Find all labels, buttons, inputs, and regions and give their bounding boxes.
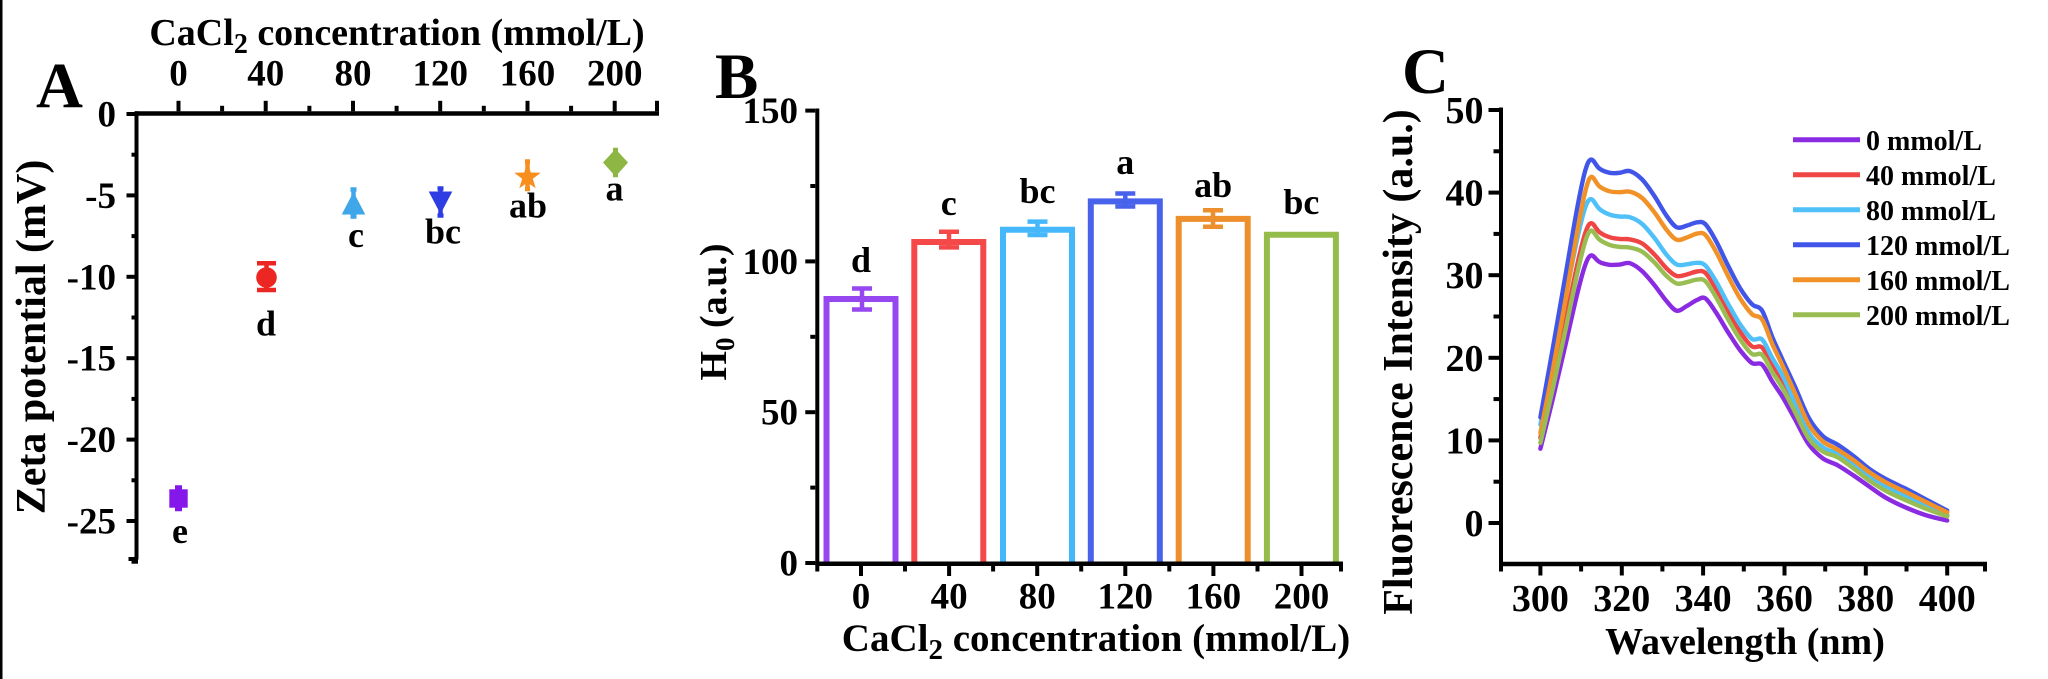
svg-text:160: 160 <box>500 54 556 95</box>
svg-text:100: 100 <box>743 242 799 283</box>
svg-text:-10: -10 <box>67 257 116 298</box>
svg-text:200: 200 <box>587 54 643 95</box>
svg-text:80: 80 <box>1019 577 1056 618</box>
svg-text:50: 50 <box>1446 90 1484 132</box>
svg-text:40: 40 <box>247 54 284 95</box>
svg-text:Wavelength (nm): Wavelength (nm) <box>1605 621 1885 663</box>
svg-text:80: 80 <box>335 54 372 95</box>
svg-text:200: 200 <box>1274 577 1330 618</box>
svg-text:0: 0 <box>169 54 188 95</box>
svg-text:0: 0 <box>1465 503 1484 545</box>
svg-text:40: 40 <box>1446 173 1484 215</box>
svg-text:d: d <box>256 304 276 344</box>
svg-text:360: 360 <box>1756 578 1813 620</box>
svg-text:ab: ab <box>1194 165 1232 205</box>
svg-text:A: A <box>36 50 83 122</box>
svg-text:50: 50 <box>761 393 798 434</box>
svg-text:40: 40 <box>931 577 968 618</box>
svg-text:0: 0 <box>98 95 117 136</box>
svg-text:-15: -15 <box>67 339 116 380</box>
svg-text:d: d <box>851 240 871 280</box>
svg-text:CaCl2 concentration (mmol/L): CaCl2 concentration (mmol/L) <box>149 12 644 60</box>
svg-text:150: 150 <box>743 91 799 132</box>
svg-text:a: a <box>606 169 624 209</box>
svg-text:200 mmol/L: 200 mmol/L <box>1866 301 2010 332</box>
svg-text:380: 380 <box>1837 578 1894 620</box>
svg-text:-25: -25 <box>67 502 116 543</box>
svg-text:bc: bc <box>1020 171 1056 211</box>
svg-text:120 mmol/L: 120 mmol/L <box>1866 231 2010 262</box>
svg-text:B: B <box>715 41 758 113</box>
svg-text:c: c <box>348 215 364 255</box>
svg-text:bc: bc <box>425 212 461 252</box>
svg-text:120: 120 <box>412 54 468 95</box>
svg-text:0 mmol/L: 0 mmol/L <box>1866 126 1982 157</box>
svg-text:400: 400 <box>1919 578 1976 620</box>
svg-text:300: 300 <box>1512 578 1569 620</box>
svg-text:Fluorescence Intensity (a.u.): Fluorescence Intensity (a.u.) <box>1376 109 1422 615</box>
svg-text:-20: -20 <box>67 420 116 461</box>
svg-text:30: 30 <box>1446 255 1484 297</box>
svg-text:ab: ab <box>509 186 547 226</box>
svg-text:0: 0 <box>852 577 871 618</box>
svg-text:CaCl2 concentration (mmol/L): CaCl2 concentration (mmol/L) <box>842 617 1350 666</box>
svg-text:10: 10 <box>1446 420 1484 462</box>
svg-text:340: 340 <box>1675 578 1732 620</box>
svg-text:a: a <box>1116 142 1134 182</box>
svg-text:320: 320 <box>1593 578 1650 620</box>
svg-text:C: C <box>1402 36 1449 108</box>
svg-text:bc: bc <box>1283 182 1319 222</box>
svg-text:Zeta potential (mV): Zeta potential (mV) <box>9 160 55 515</box>
svg-text:-5: -5 <box>85 176 116 217</box>
svg-text:20: 20 <box>1446 338 1484 380</box>
svg-text:80 mmol/L: 80 mmol/L <box>1866 196 1996 227</box>
svg-text:e: e <box>172 511 188 551</box>
svg-text:0: 0 <box>780 544 799 585</box>
svg-text:160 mmol/L: 160 mmol/L <box>1866 266 2010 297</box>
svg-text:120: 120 <box>1098 577 1154 618</box>
svg-text:160: 160 <box>1186 577 1242 618</box>
svg-text:c: c <box>941 183 957 223</box>
svg-text:40 mmol/L: 40 mmol/L <box>1866 161 1996 192</box>
svg-text:H0 (a.u.): H0 (a.u.) <box>693 243 740 380</box>
